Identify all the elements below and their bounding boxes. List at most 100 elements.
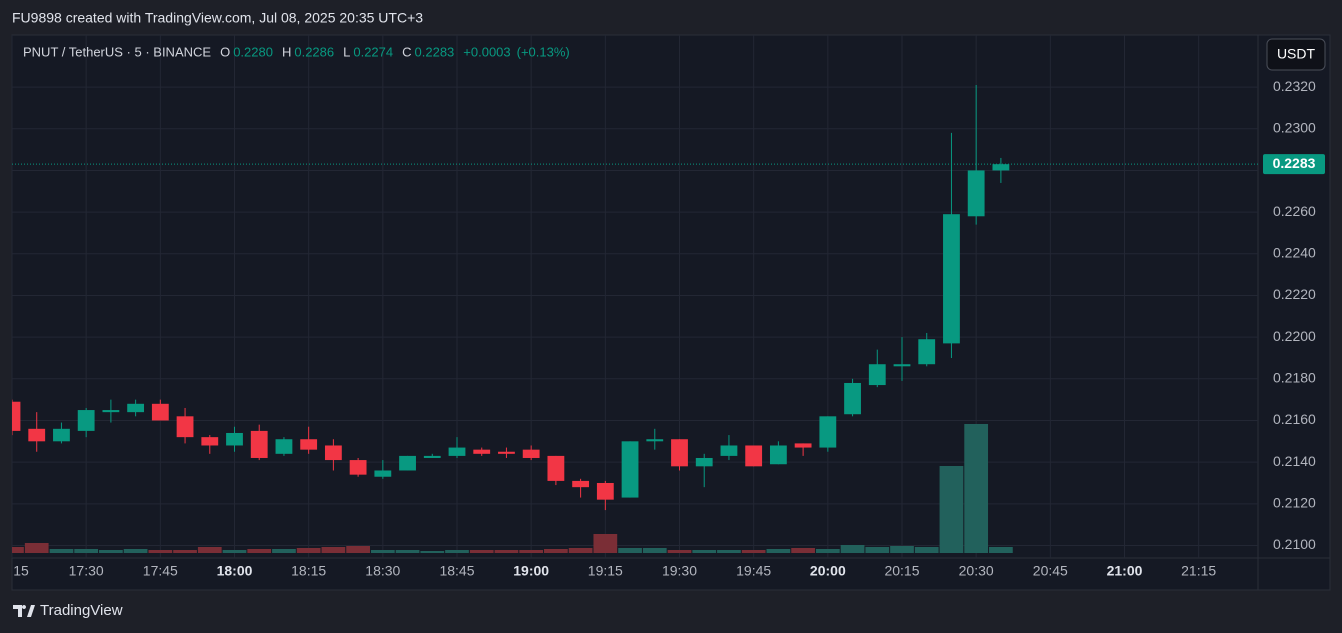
legend-key: H: [282, 44, 291, 59]
grid: [11, 35, 1258, 558]
x-tick-label: 17:30: [69, 563, 104, 579]
footer-brand: TradingView: [40, 602, 123, 619]
candle-body: [399, 455, 416, 471]
x-tick-label: 20:45: [1033, 563, 1068, 579]
candle-body: [967, 170, 985, 217]
candle-body: [226, 432, 243, 446]
legend: PNUT / TetherUS · 5 · BINANCE O 0.2280 H 0.2…: [23, 44, 570, 59]
x-tick-label: 19:15: [588, 563, 623, 579]
legend-value: 0.2286: [294, 44, 334, 59]
legend-key: L: [343, 44, 350, 59]
x-tick-label: 19:45: [736, 563, 771, 579]
volume-bar: [24, 543, 49, 553]
y-tick-label: 0.2160: [1273, 411, 1316, 427]
candle-body: [918, 339, 936, 365]
volume-bar: [964, 424, 989, 553]
last-price-box: [1263, 154, 1325, 175]
currency-label[interactable]: USDT: [1277, 46, 1316, 62]
candle-body: [596, 482, 614, 500]
candle-body: [250, 430, 268, 458]
volume-bar: [123, 549, 148, 553]
candle-body: [819, 416, 837, 448]
volume-bar: [494, 550, 519, 553]
volume-bar: [593, 534, 618, 553]
volume-bar: [173, 550, 197, 553]
volume-bar: [692, 550, 717, 553]
plot: [12, 85, 1258, 553]
y-tick-label: 0.2140: [1273, 453, 1316, 469]
chart-frame: [11, 34, 1331, 591]
last-price-label: 0.2283: [1273, 155, 1316, 171]
volume-bar: [865, 547, 890, 553]
candle-body: [547, 455, 565, 481]
candle-body: [893, 364, 911, 367]
candle-body: [621, 441, 639, 498]
candle-body: [151, 403, 169, 421]
symbol: PNUT / TetherUS · 5 · BINANCE: [23, 44, 211, 59]
candle-body: [374, 470, 392, 477]
candle-body: [572, 480, 590, 488]
volume-bar: [741, 550, 766, 553]
volume-bar: [989, 547, 1013, 553]
legend-key: O: [220, 44, 230, 59]
candle-body: [423, 455, 441, 458]
volume-bar: [939, 466, 964, 553]
x-tick-label: 18:00: [217, 563, 253, 579]
x-tick-label: 21:00: [1107, 563, 1143, 579]
y-tick-label: 0.2320: [1273, 78, 1316, 94]
x-tick-label: 18:30: [365, 563, 400, 579]
y-tick-label: 0.2300: [1273, 119, 1316, 135]
currency-button[interactable]: [1266, 38, 1326, 71]
candle-body: [275, 439, 293, 454]
volume-bar: [197, 547, 222, 553]
volume-bar: [74, 549, 99, 553]
y-tick-label: 0.2240: [1273, 244, 1316, 260]
volume-bar: [766, 549, 791, 553]
candle-body: [844, 382, 861, 415]
candle-body: [324, 445, 342, 461]
volume-bar: [469, 550, 494, 553]
candle-body: [127, 403, 145, 413]
volume-bar: [148, 550, 173, 553]
volume-bar: [12, 547, 24, 553]
x-tick-label: 20:15: [884, 563, 919, 579]
x-tick-label: 19:00: [513, 563, 549, 579]
legend-value: 0.2280: [233, 44, 273, 59]
candle-body: [794, 443, 812, 448]
volume-bar: [247, 549, 272, 553]
y-tick-label: 0.2260: [1273, 203, 1316, 219]
volume-bar: [370, 550, 395, 553]
candle-body: [522, 449, 540, 458]
candle-body: [28, 428, 46, 442]
footer-logo: TradingView: [13, 602, 123, 619]
candle-body: [201, 437, 219, 446]
change: +0.0003: [463, 44, 510, 59]
candle-body: [992, 164, 1010, 171]
x-tick-label: 19:30: [662, 563, 697, 579]
candle-body: [695, 457, 713, 467]
x-tick-label: 20:00: [810, 563, 846, 579]
candle-body: [769, 445, 787, 465]
candle-body: [671, 439, 688, 467]
legend-value: 0.2283: [415, 44, 455, 59]
volume-bar: [791, 548, 815, 553]
candle-body: [176, 416, 194, 438]
candle-body: [720, 445, 738, 456]
candle-body: [102, 410, 120, 413]
volume-bar: [321, 547, 346, 553]
volume-bar: [717, 550, 741, 553]
candle-body: [473, 449, 491, 454]
y-tick-label: 0.2120: [1273, 495, 1316, 511]
volume-bar: [618, 548, 642, 553]
legend-value: 0.2274: [353, 44, 393, 59]
legend-key: C: [402, 44, 411, 59]
volume-bar: [296, 548, 321, 553]
candle-body: [77, 410, 95, 431]
volume-bar: [445, 550, 469, 553]
volume-bar: [815, 549, 840, 553]
candle-body: [300, 439, 318, 450]
candle-body: [868, 364, 886, 386]
y-tick-label: 0.2220: [1273, 286, 1316, 302]
